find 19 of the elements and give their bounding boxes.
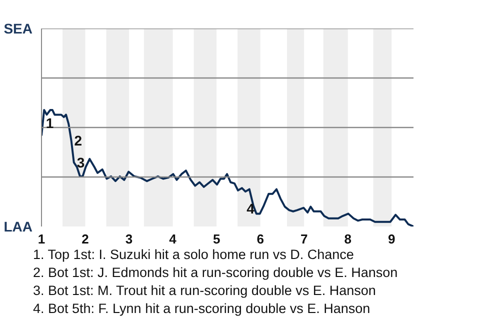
x-tick-label: 8 <box>344 232 352 246</box>
x-tick-label: 7 <box>300 232 308 246</box>
text: 3. Bot 1st: M. Trout hit a run-scoring double vs E. Hanson <box>33 282 377 300</box>
text: 4. Bot 5th: F. Lynn hit a run-scoring double vs E. Hanson <box>33 300 372 318</box>
text: SEA <box>4 20 33 36</box>
annotation: 4 <box>246 200 255 217</box>
x-tick-label: 4 <box>169 232 178 246</box>
x-tick-label: 3 <box>125 232 133 246</box>
text: 1. Top 1st: I. Suzuki hit a solo home run vs D. Chance <box>33 246 355 264</box>
x-tick-label: 6 <box>256 232 264 246</box>
x-tick-label: 5 <box>212 232 220 246</box>
annotation: 2 <box>74 132 82 148</box>
text: LAA <box>4 218 33 234</box>
annotation: 3 <box>76 154 85 170</box>
x-tick-label: 2 <box>82 232 89 246</box>
x-tick-label: 1 <box>38 232 46 246</box>
text: 2. Bot 1st: J. Edmonds hit a run-scoring double vs E. Hanson <box>33 264 398 282</box>
x-tick-label: 9 <box>388 232 396 246</box>
annotation: 1 <box>46 114 54 131</box>
